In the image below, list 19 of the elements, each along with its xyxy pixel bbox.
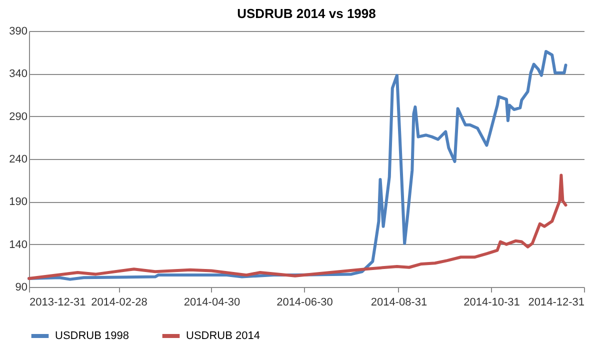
y-tick-label: 90: [15, 282, 28, 294]
y-tick-label: 240: [9, 154, 28, 166]
y-tick-label: 390: [9, 26, 28, 38]
x-tick-label: 2014-02-28: [91, 296, 148, 308]
x-tick-label: 2014-06-30: [276, 296, 333, 308]
x-tick-label: 2014-10-31: [464, 296, 520, 308]
line-series: [28, 50, 568, 281]
y-tick-label: 340: [9, 68, 28, 80]
y-tick-label: 190: [9, 196, 28, 208]
y-tick-label: 140: [9, 238, 28, 251]
x-tick-label: 2014-12-31: [528, 296, 584, 308]
y-tick-label: 290: [9, 110, 28, 123]
x-tick-label: 2014-04-30: [184, 296, 240, 308]
x-tick-label: 2013-12-31: [30, 296, 86, 308]
x-tick-label: 2014-08-31: [370, 296, 428, 308]
legend-label: USDRUB 2014: [186, 330, 260, 342]
line-series: [28, 174, 568, 280]
chart-title: USDRUB 2014 vs 1998: [237, 6, 376, 21]
legend-label: USDRUB 1998: [55, 330, 129, 342]
